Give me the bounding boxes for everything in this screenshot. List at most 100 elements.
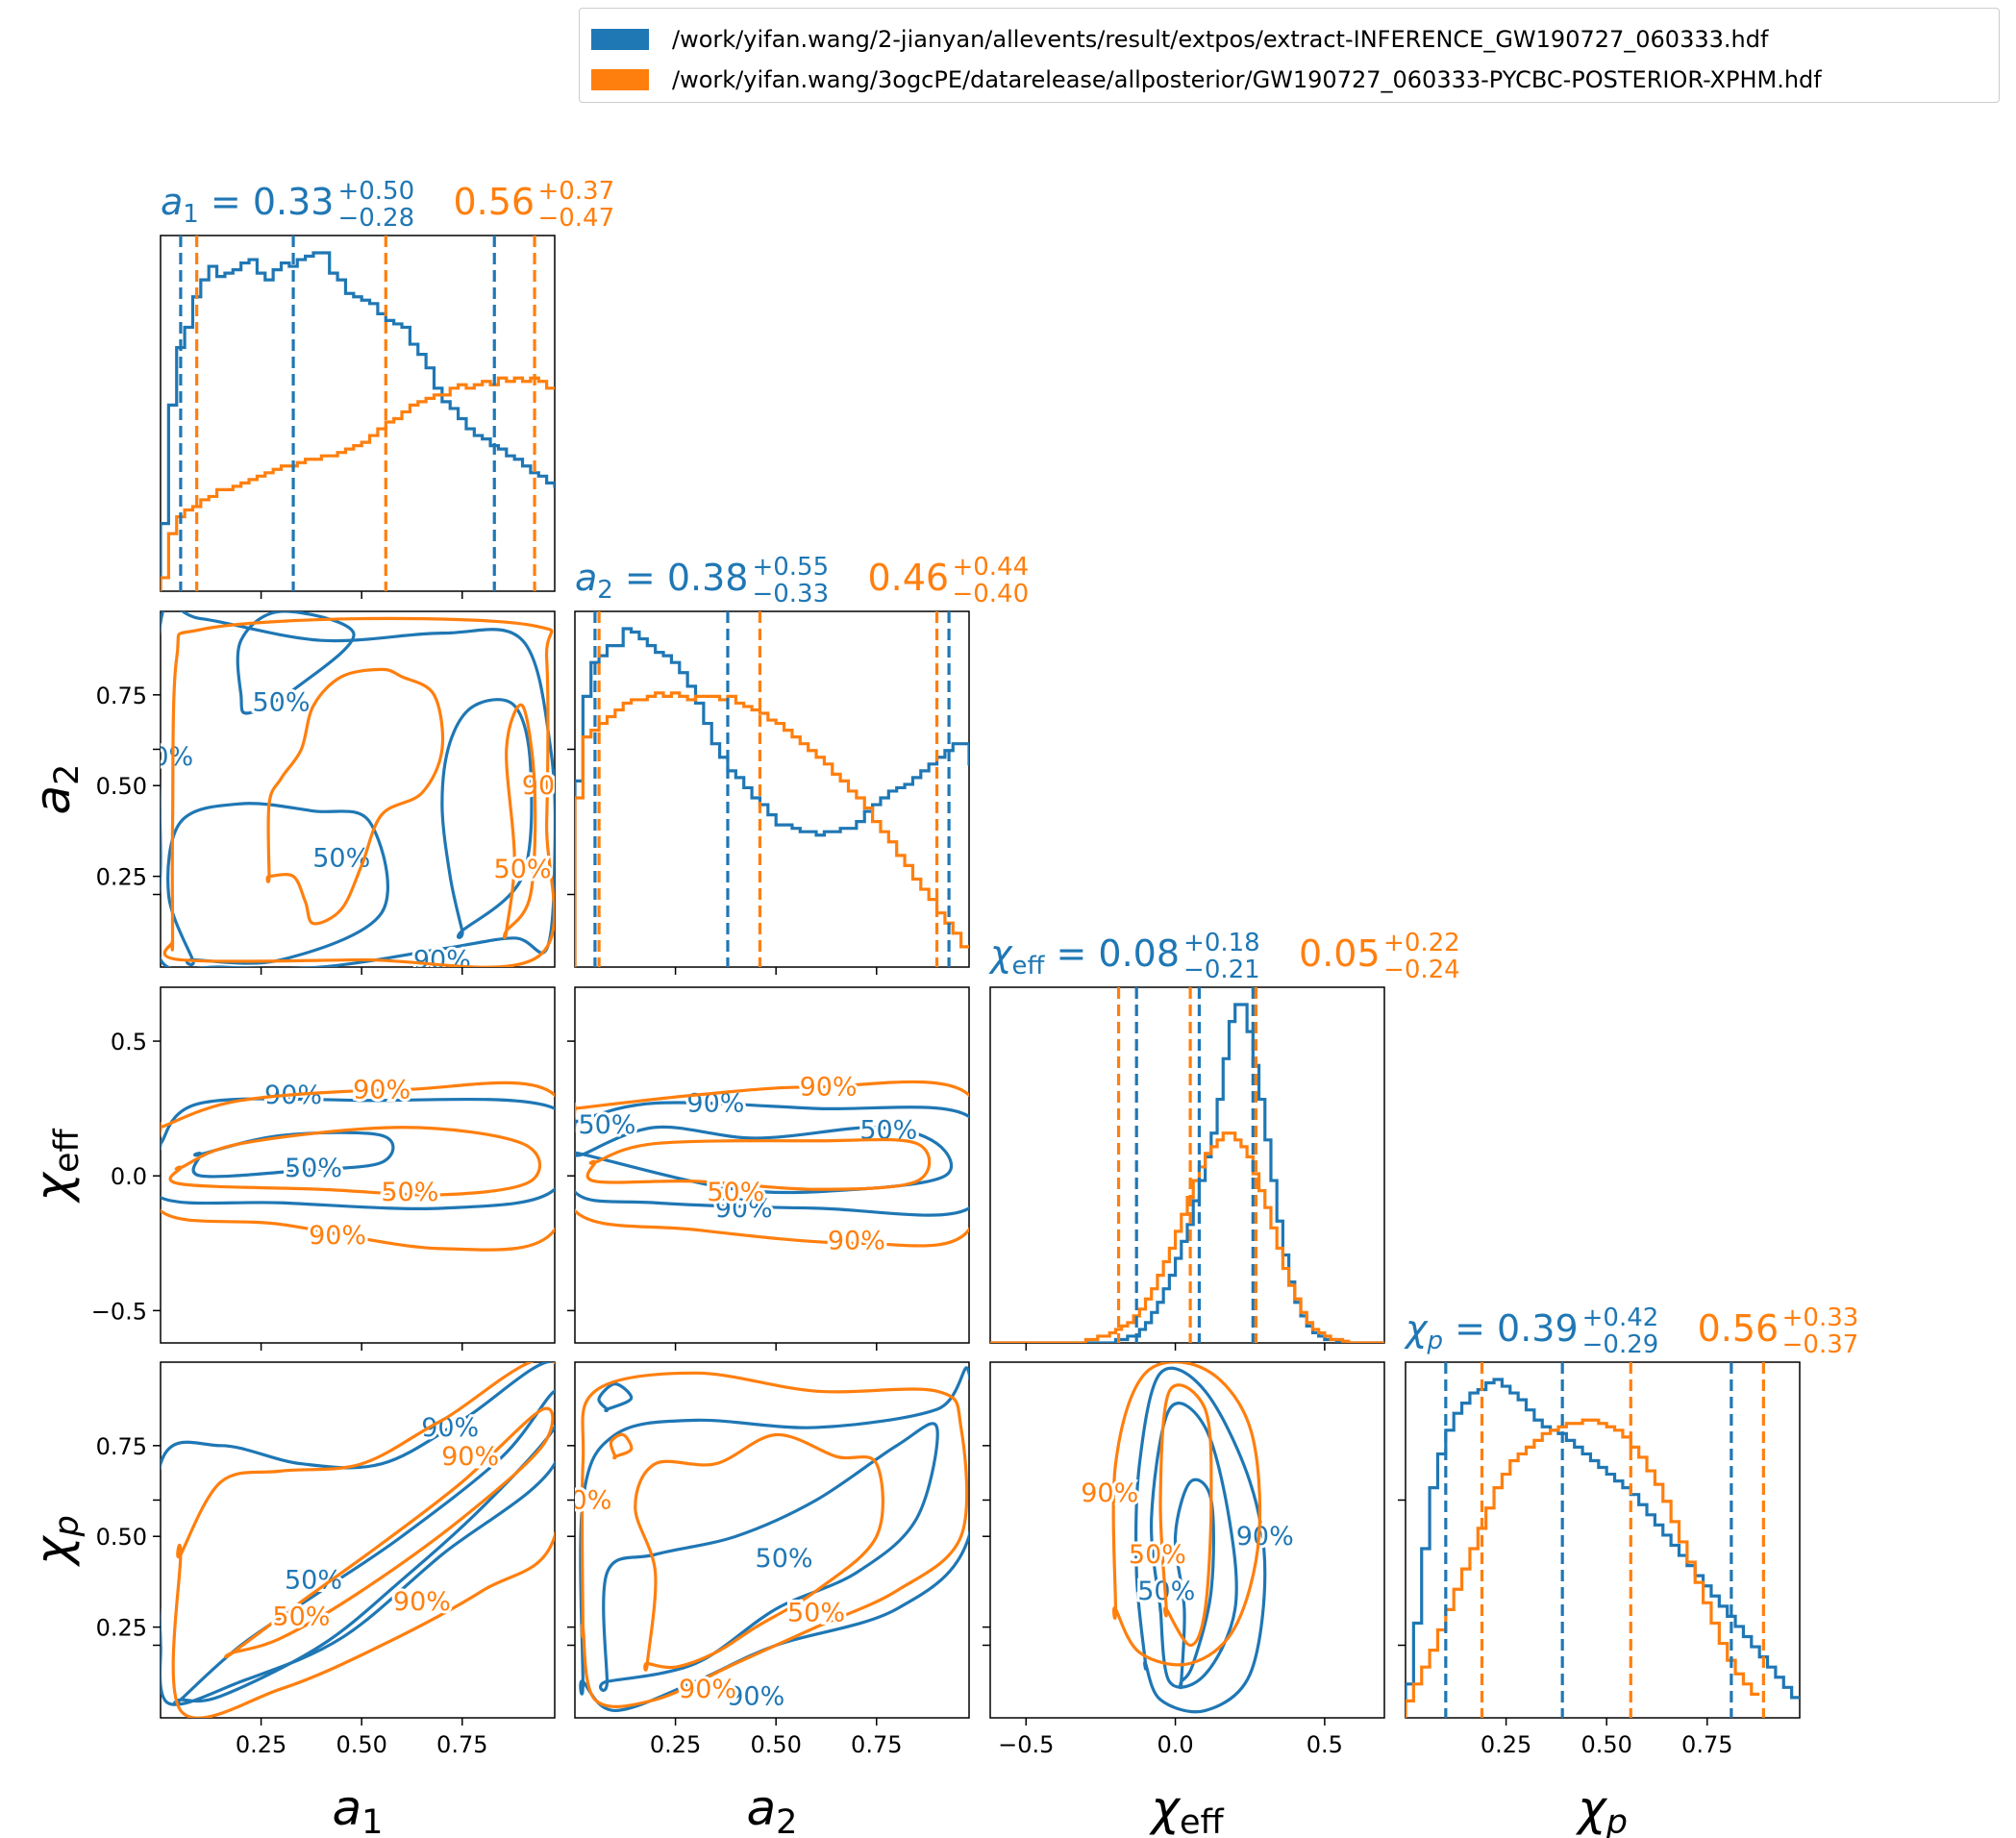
tick-label: 0.25: [650, 1731, 701, 1758]
tick-label: 0.25: [236, 1731, 286, 1758]
title-plus: +0.18: [1183, 929, 1260, 957]
contour-90pct-blue: [161, 611, 555, 967]
legend-entry: /work/yifan.wang/3ogcPE/datarelease/allp…: [591, 62, 1822, 97]
title-minus: −0.47: [537, 204, 614, 233]
contour-panel-a_2-chi_p: 90%50%90%90%50%0.25 0.50 0.75: [567, 1361, 970, 1758]
contour-50pct-blue: [172, 1389, 555, 1706]
contour-label: 90%: [353, 1076, 411, 1105]
contour-panel-a_1-chi_eff: 90%50%90%90%50%−0.50.00.5: [91, 986, 556, 1351]
tick-label: 0.5: [1307, 1731, 1343, 1758]
title-orange-a_2: 0.46: [867, 557, 949, 599]
title-plus: +0.55: [752, 553, 829, 582]
diag-panel-chi_eff: χeff = 0.08 +0.18−0.21 0.05 +0.22−0.24: [988, 929, 1460, 1351]
tick-label: 0.25: [96, 864, 147, 891]
panel-frame: [574, 610, 970, 968]
tick-label: 0.25: [1481, 1731, 1531, 1758]
tick-label: 0.75: [96, 683, 147, 709]
histogram-blue: [161, 251, 555, 591]
contour-label: 90%: [686, 1089, 744, 1119]
tick-label: −0.5: [998, 1731, 1054, 1758]
x-axis-label-a_2: a2: [747, 1780, 798, 1838]
contour-label: 50%: [578, 1110, 635, 1140]
legend-swatch-orange: [591, 69, 649, 90]
contour-label: 50%: [494, 855, 552, 884]
legend-entry: /work/yifan.wang/2-jianyan/allevents/res…: [591, 22, 1768, 57]
y-axis-label-chi_p: χp: [25, 1515, 87, 1568]
contour-90pct-orange: [580, 1371, 969, 1708]
tick-label: 0.25: [96, 1615, 147, 1642]
contour-50pct-blue: [597, 1382, 634, 1413]
contour-label: 90%: [800, 1073, 858, 1103]
legend-label: /work/yifan.wang/2-jianyan/allevents/res…: [672, 26, 1769, 53]
title-minus: −0.40: [952, 580, 1029, 609]
contour-label: 90%: [727, 1681, 784, 1711]
contour-label: 50%: [756, 1544, 813, 1574]
title-minus: −0.29: [1582, 1330, 1659, 1359]
contour-label: 50%: [1129, 1540, 1186, 1570]
panel-frame: [160, 610, 556, 968]
diag-panel-a_2: a2 = 0.38 +0.55−0.33 0.46 +0.44−0.40: [574, 553, 1029, 975]
contour-90pct-orange: [575, 1080, 969, 1248]
contour-label: 90%: [441, 1442, 499, 1472]
contour-50pct-blue: [1149, 1402, 1238, 1689]
diag-panel-a_1: a1 = 0.33 +0.50−0.28 0.56 +0.37−0.47: [160, 177, 614, 599]
title-minus: −0.28: [337, 204, 414, 233]
contour-50pct-orange: [168, 1126, 541, 1197]
panel-frame: [160, 235, 556, 592]
histogram-orange: [990, 1131, 1384, 1343]
contour-50pct-blue: [440, 698, 534, 939]
title-minus: −0.21: [1183, 956, 1260, 984]
x-axis-label-a_1: a1: [333, 1780, 384, 1838]
tick-label: 0.50: [96, 773, 147, 800]
contour-panel-a_1-a_2: 90%90%50%50%90%50%0.250.500.75: [96, 610, 556, 975]
histogram-blue: [990, 1003, 1384, 1343]
histogram-orange: [1406, 1418, 1760, 1718]
tick-label: 0.50: [750, 1731, 801, 1758]
y-axis-label-chi_eff: χeff: [25, 1128, 87, 1204]
contour-label: 50%: [859, 1116, 917, 1146]
tick-label: 0.50: [336, 1731, 386, 1758]
contour-90pct-blue: [1134, 1366, 1267, 1714]
title-plus: +0.42: [1582, 1304, 1659, 1332]
panel-frame: [1405, 1361, 1801, 1719]
tick-label: 0.75: [436, 1731, 487, 1758]
contour-label: 90%: [309, 1221, 366, 1251]
tick-label: 0.75: [1681, 1731, 1732, 1758]
tick-label: 0.0: [111, 1163, 147, 1190]
contour-90pct-blue: [161, 1362, 555, 1706]
title-orange-chi_eff: 0.05: [1299, 932, 1381, 975]
title-blue-a_1: a1 = 0.33: [161, 181, 334, 229]
tick-label: 0.0: [1157, 1731, 1193, 1758]
contour-label: 90%: [136, 742, 193, 772]
histogram-blue: [575, 627, 969, 967]
x-axis-label-chi_eff: χeff: [1148, 1780, 1224, 1838]
contour-90pct-orange: [161, 1080, 555, 1252]
contour-label: 90%: [1081, 1478, 1138, 1508]
contour-label: 90%: [393, 1587, 451, 1617]
contour-label: 90%: [679, 1675, 736, 1704]
contour-50pct-orange: [609, 1432, 634, 1460]
title-orange-a_1: 0.56: [453, 181, 535, 223]
contour-90pct-blue: [575, 1101, 969, 1217]
contour-50pct-blue: [236, 611, 356, 715]
title-blue-chi_eff: χeff = 0.08: [988, 932, 1180, 981]
title-blue-a_2: a2 = 0.38: [575, 557, 748, 605]
tick-label: −0.5: [91, 1298, 147, 1325]
title-minus: −0.37: [1782, 1330, 1859, 1359]
title-blue-chi_p: χp = 0.39: [1404, 1307, 1579, 1355]
histogram-blue: [1406, 1378, 1800, 1718]
contour-50pct-blue: [575, 1125, 954, 1195]
contour-50pct-orange: [1158, 1383, 1213, 1648]
contour-50pct-orange: [502, 703, 537, 940]
histogram-orange: [161, 376, 555, 591]
legend: /work/yifan.wang/2-jianyan/allevents/res…: [579, 8, 2000, 103]
panel-frame: [574, 986, 970, 1344]
contour-label: 90%: [828, 1226, 885, 1255]
panel-frame: [160, 986, 556, 1344]
contour-panel-chi_eff-chi_p: 90%50%90%50%−0.5 0.0 0.5: [983, 1361, 1385, 1758]
tick-label: 0.50: [96, 1524, 147, 1551]
contour-label: 90%: [1236, 1522, 1294, 1552]
contour-label: 50%: [253, 687, 311, 717]
title-plus: +0.37: [537, 177, 614, 206]
